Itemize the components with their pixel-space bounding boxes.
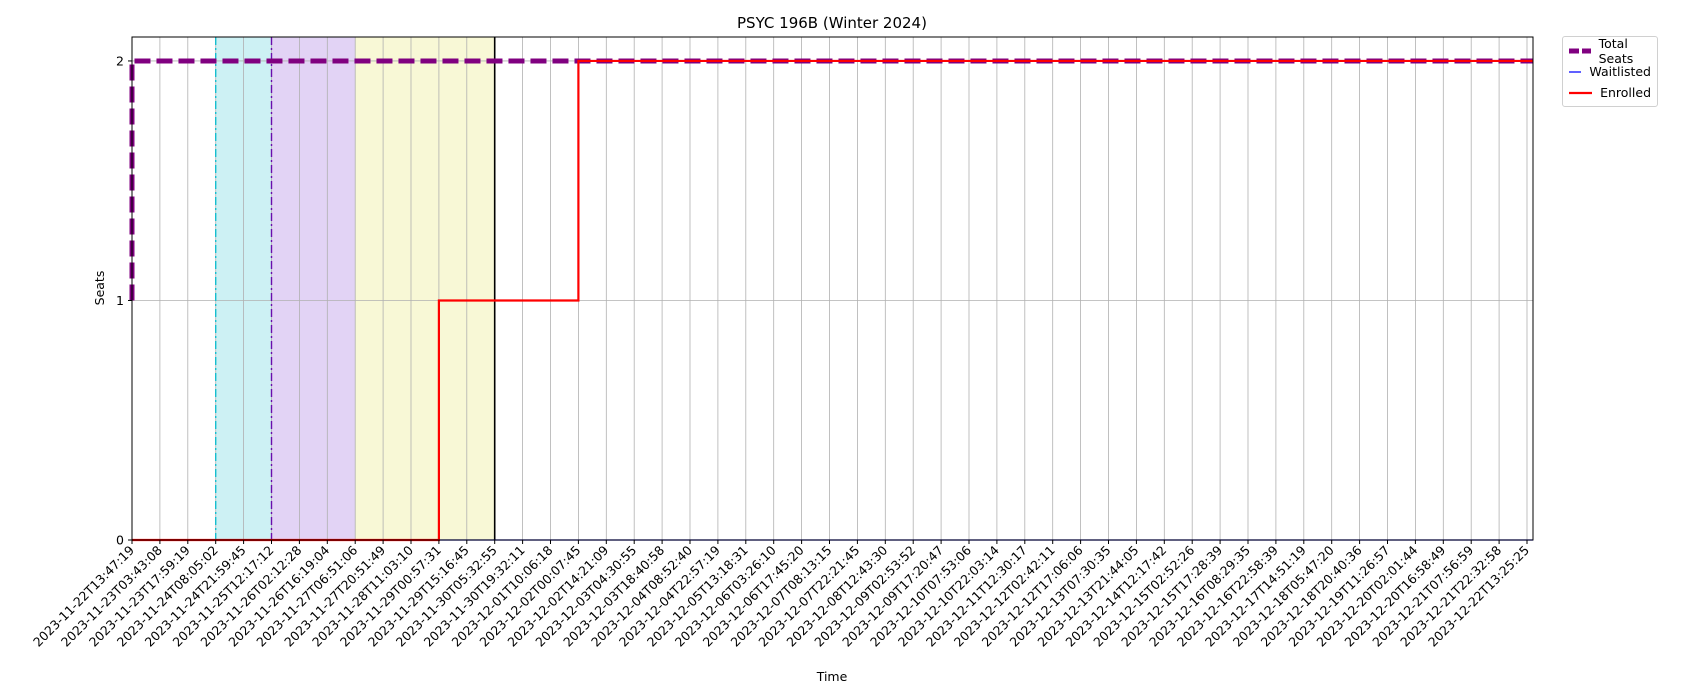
legend-swatch-total-seats: [1569, 48, 1591, 53]
legend-item-total-seats: Total Seats: [1569, 36, 1651, 66]
y-tick-label: 1: [116, 293, 124, 308]
y-tick-label: 2: [116, 53, 124, 68]
legend-label-waitlisted: Waitlisted: [1589, 64, 1651, 79]
x-axis-label: Time: [816, 669, 848, 684]
legend-swatch-waitlisted: [1569, 70, 1582, 73]
legend-item-waitlisted: Waitlisted: [1569, 61, 1651, 82]
legend-label-enrolled: Enrolled: [1600, 85, 1651, 100]
chart-legend: Total Seats Waitlisted Enrolled: [1562, 36, 1658, 107]
shaded-region-3: [355, 37, 495, 540]
legend-swatch-enrolled: [1569, 91, 1593, 94]
y-tick-label: 0: [116, 533, 124, 548]
shaded-region-2: [271, 37, 356, 540]
y-axis-label: Seats: [92, 271, 107, 306]
legend-label-total-seats: Total Seats: [1598, 35, 1634, 66]
plot-frame: [131, 36, 1534, 541]
chart-title: PSYC 196B (Winter 2024): [737, 14, 927, 32]
legend-item-enrolled: Enrolled: [1569, 82, 1651, 103]
